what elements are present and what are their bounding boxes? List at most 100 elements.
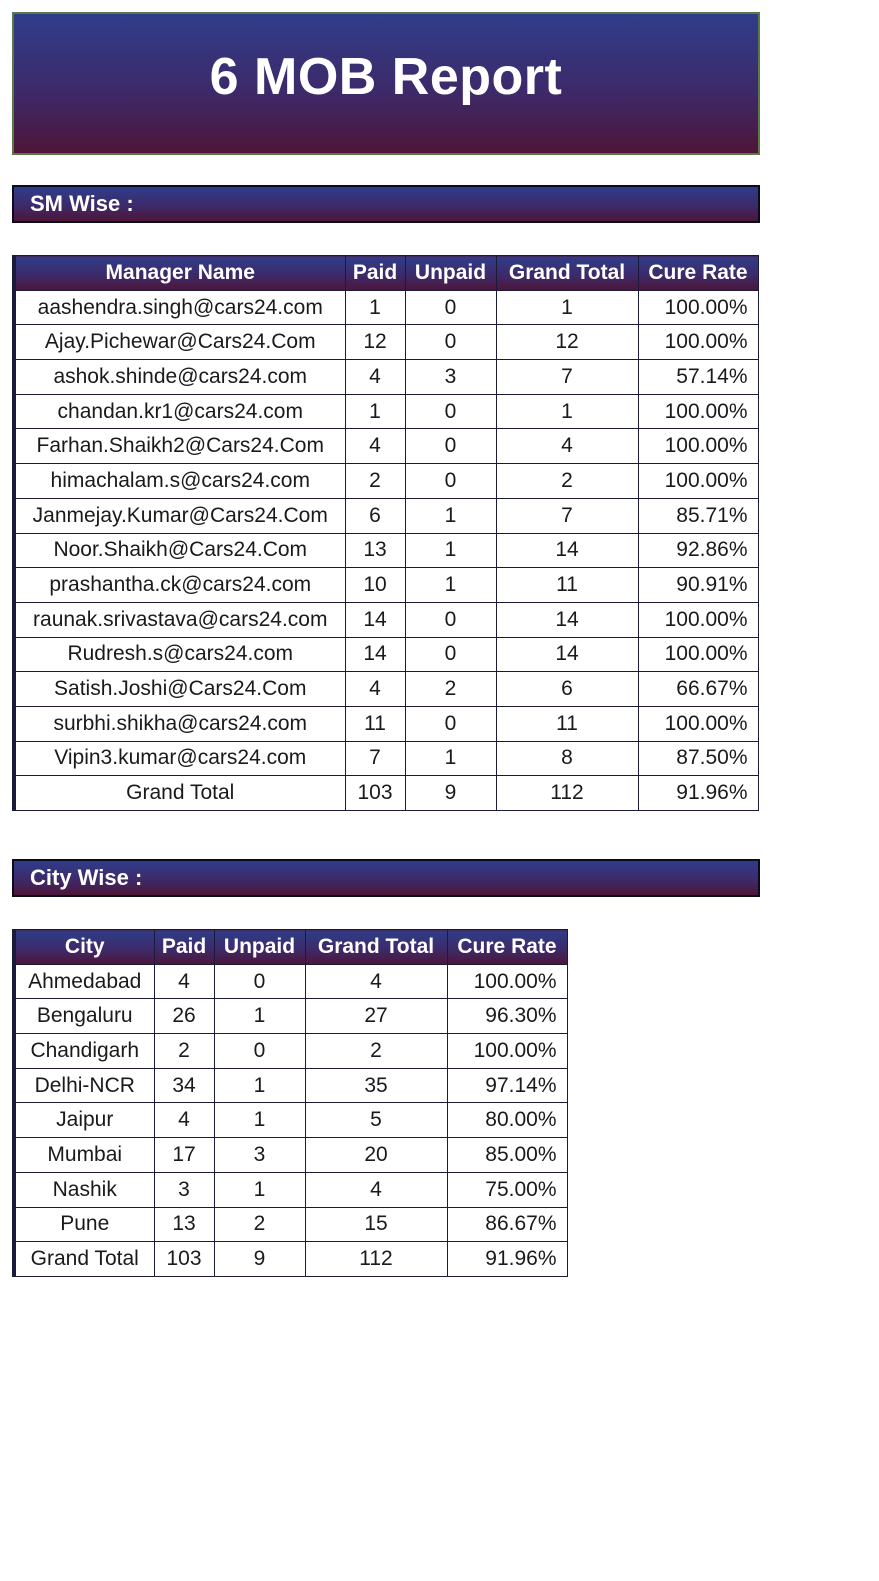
city-name-cell: Ahmedabad bbox=[13, 963, 155, 1000]
grand-total-cell: 11 bbox=[495, 567, 639, 603]
manager-name-cell: Grand Total bbox=[13, 775, 346, 811]
unpaid-cell: 1 bbox=[213, 1171, 306, 1208]
table-row: Mumbai 17 3 20 85.00% bbox=[13, 1137, 568, 1173]
cure-rate-cell: 91.96% bbox=[446, 1241, 568, 1277]
manager-name-cell: raunak.srivastava@cars24.com bbox=[13, 601, 346, 638]
column-header-city: City bbox=[13, 929, 155, 965]
grand-total-cell: 35 bbox=[304, 1067, 448, 1104]
manager-name-cell: aashendra.singh@cars24.com bbox=[13, 289, 346, 326]
column-header-grand-total: Grand Total bbox=[304, 929, 448, 965]
paid-cell: 26 bbox=[153, 998, 215, 1035]
paid-cell: 11 bbox=[344, 705, 406, 742]
city-wise-label: City Wise : bbox=[30, 865, 143, 890]
paid-cell: 2 bbox=[153, 1033, 215, 1069]
paid-cell: 34 bbox=[153, 1067, 215, 1104]
manager-name-cell: prashantha.ck@cars24.com bbox=[13, 567, 346, 603]
grand-total-cell: 8 bbox=[495, 740, 639, 777]
sm-wise-table: Manager Name Paid Unpaid Grand Total Cur… bbox=[12, 255, 759, 811]
paid-cell: 2 bbox=[344, 463, 406, 499]
table-row: Noor.Shaikh@Cars24.Com 13 1 14 92.86% bbox=[13, 532, 759, 569]
cure-rate-cell: 87.50% bbox=[637, 740, 759, 777]
manager-name-cell: himachalam.s@cars24.com bbox=[13, 463, 346, 499]
grand-total-row: Grand Total 103 9 112 91.96% bbox=[13, 1241, 568, 1277]
table-row: Farhan.Shaikh2@Cars24.Com 4 0 4 100.00% bbox=[13, 428, 759, 465]
cure-rate-cell: 100.00% bbox=[637, 636, 759, 673]
grand-total-cell: 14 bbox=[495, 636, 639, 673]
grand-total-cell: 6 bbox=[495, 671, 639, 707]
unpaid-cell: 1 bbox=[213, 1067, 306, 1104]
cure-rate-cell: 100.00% bbox=[446, 963, 568, 1000]
unpaid-cell: 1 bbox=[404, 740, 497, 777]
grand-total-cell: 11 bbox=[495, 705, 639, 742]
cure-rate-cell: 100.00% bbox=[637, 601, 759, 638]
grand-total-cell: 112 bbox=[304, 1241, 448, 1277]
paid-cell: 4 bbox=[344, 671, 406, 707]
paid-cell: 17 bbox=[153, 1137, 215, 1173]
unpaid-cell: 0 bbox=[404, 324, 497, 361]
table-row: surbhi.shikha@cars24.com 11 0 11 100.00% bbox=[13, 705, 759, 742]
paid-cell: 14 bbox=[344, 636, 406, 673]
manager-name-cell: Ajay.Pichewar@Cars24.Com bbox=[13, 324, 346, 361]
paid-cell: 4 bbox=[344, 428, 406, 465]
grand-total-cell: 1 bbox=[495, 393, 639, 430]
table-row: himachalam.s@cars24.com 2 0 2 100.00% bbox=[13, 463, 759, 499]
grand-total-cell: 4 bbox=[304, 1171, 448, 1208]
grand-total-cell: 7 bbox=[495, 359, 639, 395]
table-row: chandan.kr1@cars24.com 1 0 1 100.00% bbox=[13, 393, 759, 430]
paid-cell: 10 bbox=[344, 567, 406, 603]
unpaid-cell: 9 bbox=[404, 775, 497, 811]
unpaid-cell: 0 bbox=[404, 428, 497, 465]
table-row: Vipin3.kumar@cars24.com 7 1 8 87.50% bbox=[13, 740, 759, 777]
grand-total-cell: 2 bbox=[304, 1033, 448, 1069]
unpaid-cell: 0 bbox=[404, 463, 497, 499]
grand-total-cell: 112 bbox=[495, 775, 639, 811]
grand-total-cell: 4 bbox=[304, 963, 448, 1000]
table-row: Delhi-NCR 34 1 35 97.14% bbox=[13, 1067, 568, 1104]
grand-total-cell: 7 bbox=[495, 497, 639, 534]
city-name-cell: Bengaluru bbox=[13, 998, 155, 1035]
unpaid-cell: 0 bbox=[404, 705, 497, 742]
table-row: Nashik 3 1 4 75.00% bbox=[13, 1171, 568, 1208]
table-row: Ajay.Pichewar@Cars24.Com 12 0 12 100.00% bbox=[13, 324, 759, 361]
unpaid-cell: 9 bbox=[213, 1241, 306, 1277]
grand-total-cell: 2 bbox=[495, 463, 639, 499]
paid-cell: 1 bbox=[344, 393, 406, 430]
sm-table-header-row: Manager Name Paid Unpaid Grand Total Cur… bbox=[13, 255, 759, 291]
table-row: aashendra.singh@cars24.com 1 0 1 100.00% bbox=[13, 289, 759, 326]
manager-name-cell: chandan.kr1@cars24.com bbox=[13, 393, 346, 430]
cure-rate-cell: 66.67% bbox=[637, 671, 759, 707]
sm-wise-section-header: SM Wise : bbox=[12, 185, 760, 223]
unpaid-cell: 0 bbox=[213, 963, 306, 1000]
cure-rate-cell: 90.91% bbox=[637, 567, 759, 603]
grand-total-cell: 20 bbox=[304, 1137, 448, 1173]
table-row: prashantha.ck@cars24.com 10 1 11 90.91% bbox=[13, 567, 759, 603]
paid-cell: 103 bbox=[153, 1241, 215, 1277]
table-row: ashok.shinde@cars24.com 4 3 7 57.14% bbox=[13, 359, 759, 395]
city-name-cell: Delhi-NCR bbox=[13, 1067, 155, 1104]
cure-rate-cell: 100.00% bbox=[446, 1033, 568, 1069]
paid-cell: 6 bbox=[344, 497, 406, 534]
manager-name-cell: Noor.Shaikh@Cars24.Com bbox=[13, 532, 346, 569]
table-row: Chandigarh 2 0 2 100.00% bbox=[13, 1033, 568, 1069]
cure-rate-cell: 100.00% bbox=[637, 324, 759, 361]
cure-rate-cell: 96.30% bbox=[446, 998, 568, 1035]
column-header-paid: Paid bbox=[153, 929, 215, 965]
table-row: Jaipur 4 1 5 80.00% bbox=[13, 1102, 568, 1139]
city-name-cell: Grand Total bbox=[13, 1241, 155, 1277]
table-row: Ahmedabad 4 0 4 100.00% bbox=[13, 963, 568, 1000]
unpaid-cell: 1 bbox=[213, 998, 306, 1035]
cure-rate-cell: 100.00% bbox=[637, 463, 759, 499]
manager-name-cell: Janmejay.Kumar@Cars24.Com bbox=[13, 497, 346, 534]
cure-rate-cell: 86.67% bbox=[446, 1206, 568, 1243]
unpaid-cell: 1 bbox=[404, 567, 497, 603]
grand-total-cell: 14 bbox=[495, 601, 639, 638]
unpaid-cell: 2 bbox=[213, 1206, 306, 1243]
unpaid-cell: 3 bbox=[404, 359, 497, 395]
manager-name-cell: Farhan.Shaikh2@Cars24.Com bbox=[13, 428, 346, 465]
table-row: raunak.srivastava@cars24.com 14 0 14 100.00% bbox=[13, 601, 759, 638]
cure-rate-cell: 100.00% bbox=[637, 705, 759, 742]
paid-cell: 12 bbox=[344, 324, 406, 361]
unpaid-cell: 0 bbox=[404, 289, 497, 326]
paid-cell: 1 bbox=[344, 289, 406, 326]
manager-name-cell: surbhi.shikha@cars24.com bbox=[13, 705, 346, 742]
